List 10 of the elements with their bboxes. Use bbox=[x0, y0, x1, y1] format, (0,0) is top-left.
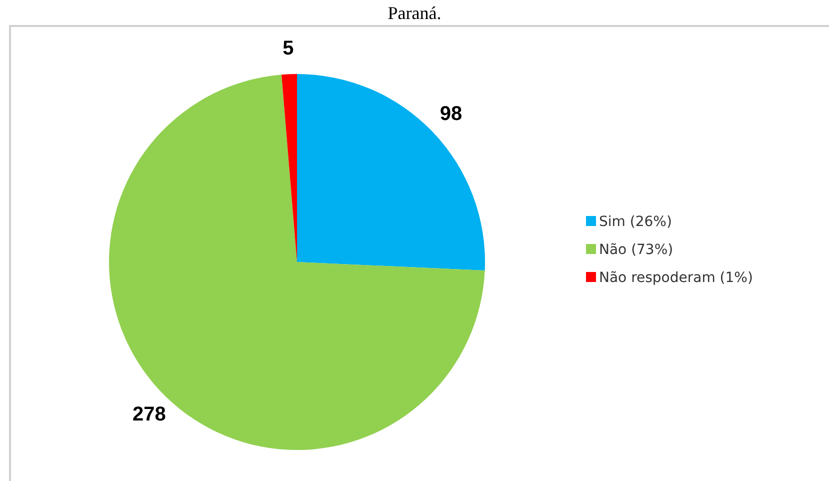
pie-slice bbox=[282, 74, 297, 262]
data-label: 278 bbox=[132, 404, 166, 426]
chart-title: Paraná. bbox=[388, 3, 442, 23]
legend-label: Não respoderam (1%) bbox=[599, 270, 753, 286]
data-label: 5 bbox=[282, 37, 294, 60]
data-label: 98 bbox=[440, 103, 462, 126]
pie-slice bbox=[297, 74, 485, 271]
legend-label: Não (73%) bbox=[599, 242, 674, 258]
legend-label: Sim (26%) bbox=[599, 214, 672, 230]
pie-slice bbox=[109, 74, 485, 450]
